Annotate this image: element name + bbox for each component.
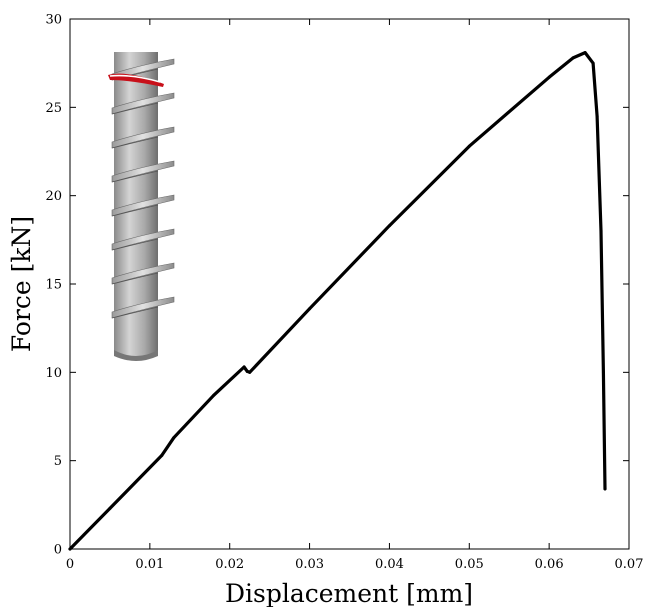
data-point (547, 75, 551, 79)
data-point (248, 370, 252, 374)
data-point (108, 506, 112, 510)
data-point (160, 453, 164, 457)
x-tick-label: 0.06 (535, 557, 564, 572)
data-points (68, 51, 607, 551)
threaded-bar-threads (111, 58, 175, 319)
data-point (212, 393, 216, 397)
x-tick-label: 0.05 (455, 557, 484, 572)
thread-shadow (111, 204, 159, 217)
data-point (603, 487, 607, 491)
plot-area (69, 18, 630, 550)
x-axis-title: Displacement [mm] (225, 579, 473, 607)
x-tick-label: 0.04 (375, 557, 404, 572)
data-point (583, 51, 587, 55)
y-tick-label: 10 (45, 366, 62, 381)
data-point (599, 229, 603, 233)
data-point (591, 61, 595, 65)
x-axis: 0 0.01 0.02 0.03 0.04 0.05 0.06 0.07 (66, 19, 644, 572)
y-tick-label: 30 (45, 13, 62, 28)
y-axis-title: Force [kN] (7, 216, 36, 352)
y-tick-label: 15 (45, 278, 62, 293)
thread-shadow (111, 238, 159, 251)
fracture-crack (108, 73, 164, 87)
thread-shadow (111, 136, 159, 149)
thread-shadow (111, 102, 159, 115)
data-point (571, 56, 575, 60)
data-point (68, 547, 72, 551)
data-point (595, 114, 599, 118)
data-point (242, 365, 246, 369)
thread-shadow (111, 306, 159, 319)
thread-shadow (111, 272, 159, 285)
x-tick-label: 0.03 (295, 557, 324, 572)
thread-shadow (111, 170, 159, 183)
data-point (308, 307, 312, 311)
y-tick-label: 25 (45, 101, 62, 116)
data-point (467, 144, 471, 148)
y-tick-label: 0 (54, 543, 62, 558)
y-axis: 0 5 10 15 20 25 30 (45, 13, 629, 558)
data-point (387, 224, 391, 228)
threaded-bar-inset-image (108, 52, 175, 361)
data-point (245, 369, 249, 373)
data-point (172, 436, 176, 440)
y-tick-label: 5 (54, 454, 62, 469)
x-tick-label: 0.02 (215, 557, 244, 572)
x-tick-label: 0.07 (615, 557, 644, 572)
data-point (601, 370, 605, 374)
y-tick-label: 20 (45, 189, 62, 204)
x-tick-label: 0 (66, 557, 74, 572)
x-tick-label: 0.01 (135, 557, 164, 572)
